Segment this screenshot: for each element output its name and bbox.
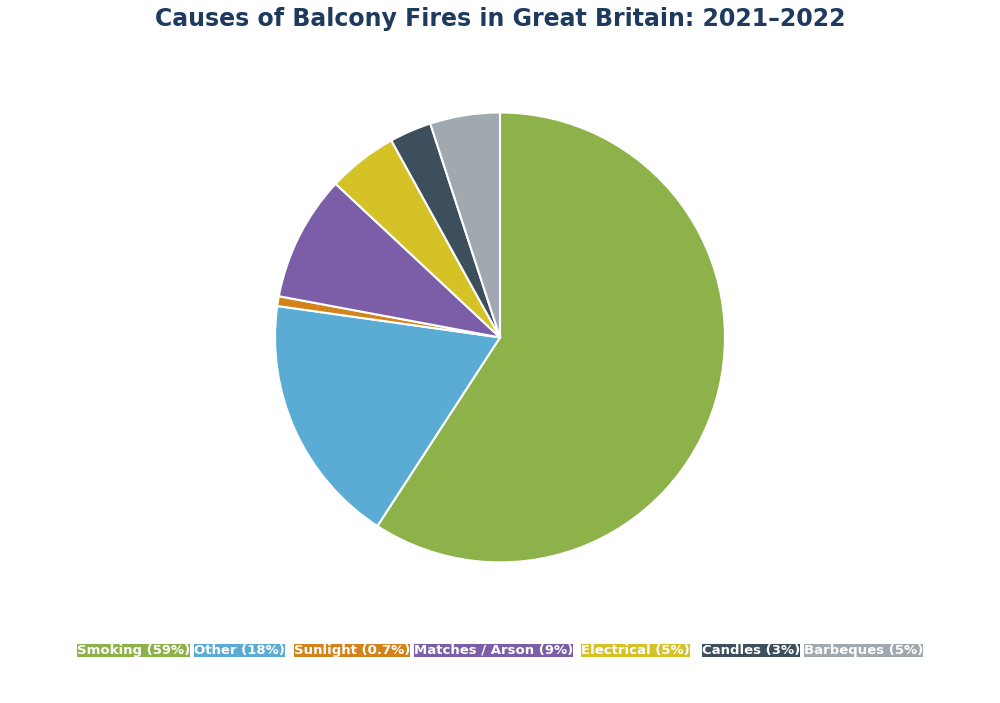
Text: Electrical (5%): Electrical (5%) <box>581 644 690 657</box>
Wedge shape <box>275 306 500 526</box>
Text: Candles (3%): Candles (3%) <box>702 644 800 657</box>
Text: Other (18%): Other (18%) <box>194 644 285 657</box>
Title: Causes of Balcony Fires in Great Britain: 2021–2022: Causes of Balcony Fires in Great Britain… <box>155 7 845 31</box>
Wedge shape <box>377 112 725 562</box>
Text: Smoking (59%): Smoking (59%) <box>77 644 190 657</box>
Wedge shape <box>279 184 500 337</box>
Wedge shape <box>391 124 500 337</box>
Wedge shape <box>430 112 500 337</box>
Wedge shape <box>277 296 500 337</box>
Wedge shape <box>336 141 500 337</box>
Text: Sunlight (0.7%): Sunlight (0.7%) <box>294 644 410 657</box>
Text: Matches / Arson (9%): Matches / Arson (9%) <box>414 644 573 657</box>
Text: Barbeques (5%): Barbeques (5%) <box>804 644 923 657</box>
